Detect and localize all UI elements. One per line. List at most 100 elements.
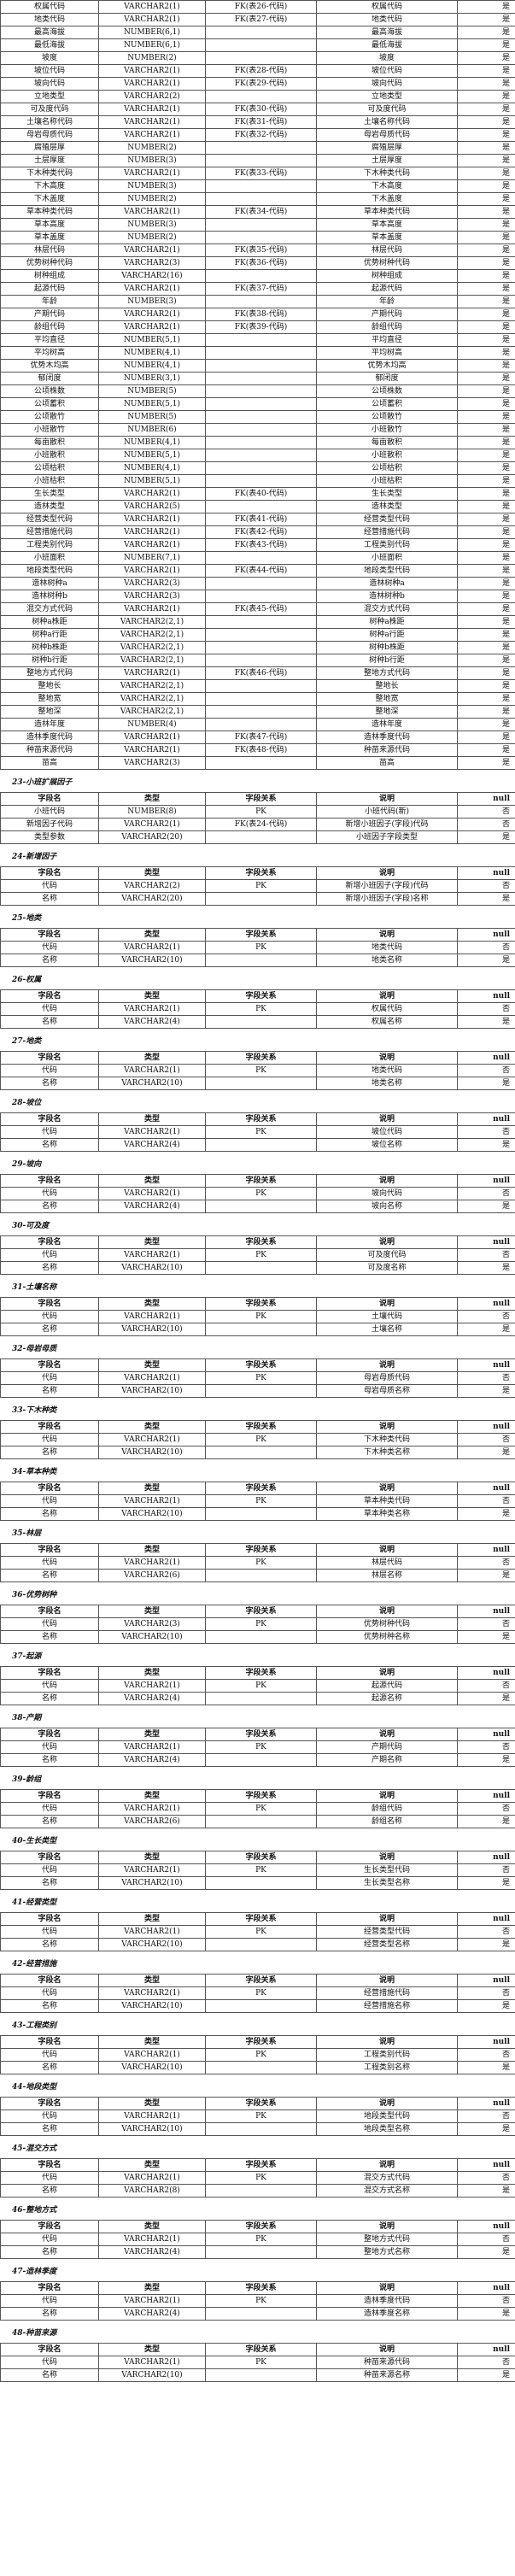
header-field-name-cell: 字段名 <box>0 2097 99 2110</box>
field-name-cell: 代码 <box>0 1187 99 1200</box>
table-row: 郁闭度 NUMBER(3,1) 郁闭度是 <box>0 372 515 385</box>
table-row: 草本种类代码 VARCHAR2(1) FK(表34-代码) 草本种类代码是 <box>0 205 515 219</box>
description-cell: 可及度代码 <box>316 1248 458 1262</box>
description-cell: 生长类型名称 <box>316 1876 458 1890</box>
field-name-cell: 小班枯积 <box>0 474 99 488</box>
header-description-cell: 说明 <box>316 1297 458 1311</box>
relation-cell <box>205 2061 317 2074</box>
null-cell: 是 <box>457 1138 515 1152</box>
header-description-cell: 说明 <box>316 1789 458 1803</box>
relation-cell: PK <box>205 941 317 954</box>
section-title: 48-种苗来源 <box>12 2329 57 2338</box>
field-name-cell: 代码 <box>0 1002 99 1016</box>
description-cell: 小班代码(新) <box>316 805 458 819</box>
relation-cell <box>205 51 317 65</box>
null-cell: 是 <box>457 666 515 680</box>
null-cell: 是 <box>457 461 515 475</box>
relation-cell: PK <box>205 1986 317 2000</box>
code-table-section: 40-生长类型 字段名 类型 字段关系 说明 null 代码 VARCHAR2(1) PK 生长类… <box>0 1828 515 1890</box>
description-cell: 小班散竹 <box>316 423 458 437</box>
description-cell: 经营类型名称 <box>316 1938 458 1951</box>
header-type-cell: 类型 <box>98 928 206 942</box>
code-table: 字段名 类型 字段关系 说明 null 代码 VARCHAR2(1) PK 草本种类代码否名称 V… <box>0 1482 515 1521</box>
field-name-cell: 公顷株数 <box>0 384 99 398</box>
relation-cell: PK <box>205 1125 317 1139</box>
null-cell: 是 <box>457 436 515 449</box>
header-description-cell: 说明 <box>316 1112 458 1126</box>
code-table-section: 27-地类 字段名 类型 字段关系 说明 null 代码 VARCHAR2(1) PK 地类代码否… <box>0 1029 515 1090</box>
code-table: 字段名 类型 字段关系 说明 null 代码 VARCHAR2(1) PK 生长类型代码否名称 V… <box>0 1851 515 1890</box>
type-cell: VARCHAR2(1) <box>98 2294 206 2308</box>
field-name-cell: 立地类型 <box>0 90 99 103</box>
field-name-cell: 树种b株距 <box>0 641 99 654</box>
header-relation-cell: 字段关系 <box>205 866 317 880</box>
header-field-name-cell: 字段名 <box>0 1851 99 1864</box>
type-cell: VARCHAR2(2,1) <box>98 692 206 706</box>
null-cell: 是 <box>457 128 515 142</box>
relation-cell: FK(表43-代码) <box>205 538 317 552</box>
relation-cell <box>205 1753 317 1767</box>
table-header-row: 字段名 类型 字段关系 说明 null <box>0 2343 515 2356</box>
table-row: 名称 VARCHAR2(4) 产期名称是 <box>0 1753 515 1767</box>
field-name-cell: 小班面积 <box>0 551 99 565</box>
description-cell: 平均直径 <box>316 333 458 347</box>
header-null-cell: null <box>457 1420 515 1434</box>
code-table: 字段名 类型 字段关系 说明 null 代码 VARCHAR2(1) PK 整地方式代码否名称 V… <box>0 2220 515 2259</box>
relation-cell: FK(表29-代码) <box>205 77 317 91</box>
relation-cell <box>205 192 317 206</box>
table-row: 坡度 NUMBER(2) 坡度是 <box>0 51 515 65</box>
description-cell: 权属代码 <box>316 1002 458 1016</box>
type-cell: VARCHAR2(1) <box>98 2356 206 2369</box>
null-cell: 是 <box>457 756 515 770</box>
null-cell: 是 <box>457 51 515 65</box>
section-title: 39-龄组 <box>12 1775 42 1784</box>
header-null-cell: null <box>457 1174 515 1188</box>
description-cell: 下木种类代码 <box>316 167 458 180</box>
relation-cell <box>205 500 317 513</box>
table-row: 代码 VARCHAR2(1) PK 龄组代码否 <box>0 1802 515 1816</box>
header-null-cell: null <box>457 2097 515 2110</box>
code-table-section: 26-权属 字段名 类型 字段关系 说明 null 代码 VARCHAR2(1) PK 权属代码否… <box>0 967 515 1029</box>
header-relation-cell: 字段关系 <box>205 792 317 806</box>
field-name-cell: 工程类别代码 <box>0 538 99 552</box>
field-name-cell: 坡向代码 <box>0 77 99 91</box>
relation-cell: FK(表30-代码) <box>205 103 317 116</box>
type-cell: NUMBER(5,1) <box>98 333 206 347</box>
description-cell: 立地类型 <box>316 90 458 103</box>
field-name-cell: 公顷枯积 <box>0 461 99 475</box>
field-name-cell: 造林年度 <box>0 718 99 731</box>
table-row: 年龄 NUMBER(3) 年龄是 <box>0 295 515 308</box>
description-cell: 优势树种名称 <box>316 1630 458 1644</box>
field-name-cell: 代码 <box>0 1064 99 1077</box>
relation-cell <box>205 449 317 462</box>
null-cell: 是 <box>457 295 515 308</box>
relation-cell <box>205 1384 317 1398</box>
header-relation-cell: 字段关系 <box>205 1728 317 1741</box>
relation-cell: FK(表38-代码) <box>205 308 317 321</box>
table-header-row: 字段名 类型 字段关系 说明 null <box>0 2035 515 2049</box>
type-cell: VARCHAR2(4) <box>98 1692 206 1705</box>
relation-cell: FK(表34-代码) <box>205 205 317 219</box>
relation-cell: PK <box>205 805 317 819</box>
null-cell: 是 <box>457 269 515 283</box>
table-row: 平均树高 NUMBER(4,1) 平均树高是 <box>0 346 515 360</box>
description-cell: 经营措施代码 <box>316 525 458 539</box>
field-name-cell: 代码 <box>0 1986 99 2000</box>
relation-cell <box>205 628 317 642</box>
type-cell: VARCHAR2(1) <box>98 13 206 26</box>
null-cell: 是 <box>457 1876 515 1890</box>
table-row: 名称 VARCHAR2(10) 土壤名称是 <box>0 1323 515 1336</box>
header-type-cell: 类型 <box>98 1174 206 1188</box>
header-type-cell: 类型 <box>98 1666 206 1680</box>
section-title: 27-地类 <box>12 1037 42 1046</box>
null-cell: 是 <box>457 1569 515 1582</box>
description-cell: 优势木均高 <box>316 359 458 373</box>
relation-cell <box>205 26 317 39</box>
null-cell: 否 <box>457 1064 515 1077</box>
table-row: 新增因子代码 VARCHAR2(1) FK(表24-代码) 新增小班因子(字段)代码否 <box>0 818 515 831</box>
description-cell: 工程类别代码 <box>316 538 458 552</box>
field-name-cell: 代码 <box>0 2233 99 2246</box>
field-name-cell: 代码 <box>0 1740 99 1754</box>
null-cell: 是 <box>457 333 515 347</box>
field-name-cell: 树种a行距 <box>0 628 99 642</box>
